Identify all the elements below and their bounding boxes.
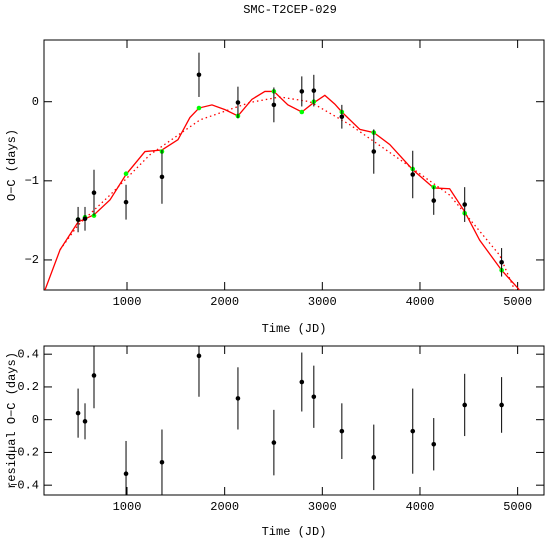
fit-line bbox=[44, 90, 521, 290]
data-point bbox=[299, 89, 305, 94]
data-point bbox=[499, 260, 504, 265]
data-point bbox=[371, 149, 377, 154]
data-point bbox=[196, 105, 202, 111]
data-point bbox=[299, 379, 305, 385]
plot-area bbox=[75, 346, 504, 495]
data-point bbox=[462, 402, 468, 408]
x-tick-label: 2000 bbox=[210, 500, 239, 514]
data-point bbox=[91, 190, 97, 195]
y-tick-label: −1 bbox=[25, 174, 39, 188]
data-point bbox=[431, 198, 437, 203]
data-point bbox=[159, 174, 165, 180]
data-point bbox=[82, 419, 88, 424]
y-tick-label: −0.4 bbox=[10, 478, 39, 492]
data-point bbox=[91, 373, 97, 378]
data-point bbox=[499, 402, 504, 408]
x-axis-label: Time (JD) bbox=[262, 525, 327, 539]
y-tick-label: 0 bbox=[32, 413, 39, 427]
plot-area bbox=[44, 52, 521, 290]
data-point bbox=[311, 394, 317, 400]
data-point bbox=[410, 172, 416, 177]
y-axis-label: residual O−C (days) bbox=[5, 352, 19, 489]
y-tick-label: 0 bbox=[32, 95, 39, 109]
data-point bbox=[75, 410, 81, 416]
data-point bbox=[462, 202, 468, 207]
plot-frame bbox=[43, 39, 545, 291]
data-point bbox=[196, 72, 202, 78]
data-point bbox=[299, 109, 305, 115]
y-tick-label: 0.2 bbox=[17, 380, 39, 394]
data-point bbox=[339, 428, 345, 434]
data-point bbox=[196, 353, 202, 359]
x-tick-label: 2000 bbox=[210, 295, 239, 309]
x-tick-label: 3000 bbox=[308, 295, 337, 309]
data-point bbox=[311, 88, 317, 93]
y-tick-label: 0.4 bbox=[17, 347, 39, 361]
data-point bbox=[235, 100, 241, 105]
data-point bbox=[271, 440, 277, 445]
data-point bbox=[123, 199, 129, 205]
data-point bbox=[339, 114, 345, 120]
fit-line bbox=[59, 96, 516, 290]
x-axis-label: Time (JD) bbox=[262, 322, 327, 336]
x-tick-label: 1000 bbox=[113, 295, 142, 309]
x-tick-label: 1000 bbox=[113, 500, 142, 514]
data-point bbox=[271, 102, 277, 108]
data-point bbox=[371, 455, 377, 460]
data-point bbox=[159, 459, 165, 465]
x-tick-label: 4000 bbox=[406, 295, 435, 309]
chart-title: SMC-T2CEP-029 bbox=[243, 3, 337, 17]
data-point bbox=[123, 471, 129, 477]
data-point bbox=[431, 441, 437, 447]
x-tick-label: 5000 bbox=[503, 500, 532, 514]
data-point bbox=[235, 396, 241, 401]
y-axis-label: O−C (days) bbox=[5, 129, 19, 201]
x-tick-label: 3000 bbox=[308, 500, 337, 514]
x-tick-label: 4000 bbox=[406, 500, 435, 514]
y-tick-label: −2 bbox=[25, 253, 39, 267]
x-tick-label: 5000 bbox=[503, 295, 532, 309]
plot-frame bbox=[43, 345, 545, 496]
data-point bbox=[75, 217, 81, 222]
data-point bbox=[82, 216, 88, 222]
data-point bbox=[410, 428, 416, 434]
y-tick-label: −0.2 bbox=[10, 446, 39, 460]
data-point bbox=[123, 171, 129, 177]
